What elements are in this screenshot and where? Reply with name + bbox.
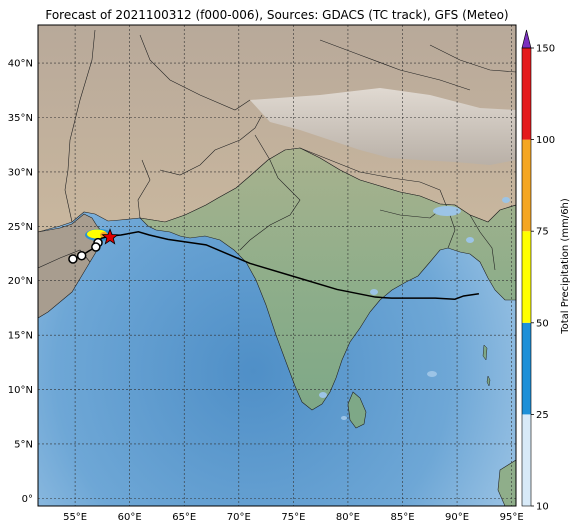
lon-tick-label: 80°E (336, 512, 360, 523)
colorbar-segment (522, 139, 531, 232)
lakes (319, 197, 510, 420)
lat-tick-label: 5°N (14, 439, 33, 450)
land-andaman (482, 344, 491, 387)
lat-tick-label: 15°N (8, 331, 33, 342)
colorbar-segment (522, 231, 531, 323)
lon-tick-label: 75°E (281, 512, 305, 523)
colorbar-label: Total Precipitation (mm/6h) (560, 198, 571, 335)
track-line (109, 230, 480, 300)
lon-tick-label: 95°E (500, 512, 524, 523)
lon-tick-label: 70°E (227, 512, 251, 523)
colorbar-segment (522, 48, 531, 140)
colorbar: Total Precipitation (mm/6h) 10 25 50 75 100 1… (521, 29, 571, 513)
land-india (139, 147, 516, 411)
lat-tick-label: 20°N (8, 276, 33, 287)
colorbar-tick-label: 75 (536, 227, 549, 238)
colorbar-extend (521, 29, 532, 49)
lon-tick-label: 65°E (172, 512, 196, 523)
lat-tick-label: 25°N (8, 222, 33, 233)
map-area (38, 25, 516, 506)
lat-tick-label: 0° (22, 494, 33, 505)
track-point (91, 242, 101, 252)
track-point (68, 254, 78, 264)
colorbar-tick-label: 100 (536, 135, 555, 146)
lon-tick-label: 85°E (390, 512, 414, 523)
colorbar-segment (522, 414, 531, 506)
lat-tick-label: 35°N (8, 113, 33, 124)
tibet-plateau (250, 88, 516, 165)
graticule (38, 25, 516, 506)
land-arabia (38, 213, 103, 319)
country-borders (38, 29, 516, 271)
lat-tick-label: 30°N (8, 167, 33, 178)
lon-tick-label: 90°E (445, 512, 469, 523)
current-position-star (101, 228, 119, 245)
tc-track (68, 228, 480, 300)
map-title: Forecast of 2021100312 (f000-006), Sourc… (45, 8, 509, 22)
land-sri-lanka (347, 391, 367, 429)
lat-tick-label: 40°N (8, 59, 33, 70)
colorbar-segment (522, 322, 531, 415)
colorbar-frame (521, 47, 532, 507)
lon-tick-label: 55°E (63, 512, 87, 523)
colorbar-tick-label: 50 (536, 318, 549, 329)
colorbar-tick-label: 150 (536, 44, 555, 55)
colorbar-tick-label: 10 (536, 502, 549, 513)
lon-tick-label: 60°E (118, 512, 142, 523)
lat-tick-label: 10°N (8, 385, 33, 396)
axis-ticks: 40°N 35°N 30°N 25°N 20°N 15°N 10°N 5°N 0° 55°E 60°… (8, 59, 524, 523)
colorbar-tick-label: 25 (536, 410, 549, 421)
track-point (76, 250, 87, 261)
map-frame (37, 24, 517, 507)
